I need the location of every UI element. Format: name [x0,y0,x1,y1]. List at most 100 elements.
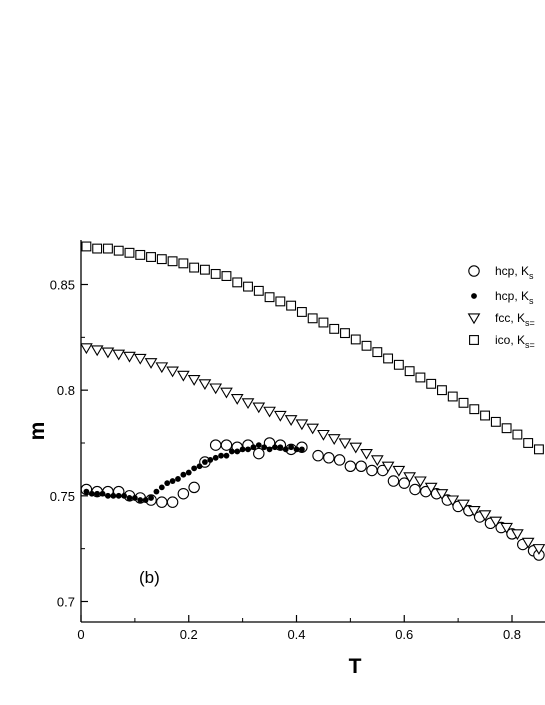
data-point-ico [404,366,415,377]
data-point-ico [286,300,297,311]
data-point-hcp-filled [250,444,257,451]
data-point-fcc [273,410,287,422]
data-point-ico [243,281,253,292]
data-point-fcc [101,347,115,359]
data-point-fcc [90,345,104,357]
data-point-ico [275,296,286,307]
series-filled-circle [83,442,305,503]
data-point-fcc [81,343,93,355]
x-tick-label: 0.8 [503,627,521,642]
data-point-hcp-filled [94,490,101,497]
data-point-ico [437,385,447,396]
data-point-hcp-filled [121,492,127,499]
data-point-ico [124,247,135,258]
data-point-hcp-filled [158,484,165,491]
data-point-hcp-open [398,477,410,489]
data-point-ico [135,249,146,260]
data-point-hcp-filled [105,492,111,499]
data-point-ico [340,328,350,339]
data-point-fcc [521,537,535,549]
data-point-fcc [187,374,201,386]
x-tick-label: 0.6 [395,627,413,642]
y-tick-label: 0.7 [57,595,75,610]
data-point-fcc [489,516,503,528]
data-point-ico [318,317,329,328]
data-point-fcc [241,398,255,410]
data-point-ico [426,378,437,389]
legend-subscript: s [529,271,534,281]
data-point-hcp-filled [261,444,268,451]
data-points [81,241,545,561]
data-point-fcc [500,522,513,534]
data-point-fcc [414,476,427,488]
data-point-hcp-filled [228,448,235,455]
data-point-fcc [327,434,341,445]
legend: hcp, Ks hcp, Ks fcc, Ks= ico, Ks= [467,264,535,350]
data-point-ico [307,313,318,324]
data-point-hcp-open [355,460,367,472]
data-point-hcp-filled [212,454,219,461]
data-point-hcp-filled [126,495,133,501]
data-point-ico [480,410,491,421]
data-point-hcp-open [468,265,480,277]
data-point-fcc [263,406,276,418]
data-point-ico [372,347,383,358]
legend-label: ico, Ks= [495,333,535,350]
data-point-hcp-open [344,460,357,472]
data-point-fcc [349,442,363,454]
data-point-hcp-filled [180,471,187,478]
data-point-ico [81,241,92,252]
data-point-ico [221,271,232,281]
legend-label: hcp, Ks [495,264,534,281]
data-point-hcp-open [366,464,378,477]
data-point-fcc [478,510,492,522]
data-point-hcp-filled [83,488,90,495]
data-point-fcc [133,353,147,365]
data-point-fcc [360,448,373,460]
data-point-ico [469,335,479,345]
axes: 0 0.2 0.4 0.6 0.8 0.7 0.75 0.8 0.85 [50,240,545,642]
data-point-hcp-filled [266,446,273,453]
data-point-hcp-open [156,496,168,508]
data-point-hcp-filled [218,452,224,459]
y-tick-label: 0.8 [57,383,75,398]
data-point-fcc [424,482,438,494]
data-point-ico [512,429,523,440]
data-point-ico [253,285,264,296]
data-point-fcc [511,529,524,541]
data-point-fcc [467,506,481,517]
data-point-fcc [177,370,190,382]
data-point-hcp-filled [282,446,289,453]
legend-label: hcp, Ks [495,289,534,306]
data-point-ico [146,252,156,262]
data-point-ico [329,323,340,334]
data-point-hcp-filled [234,448,241,455]
data-point-hcp-filled [277,444,284,451]
data-point-ico [199,264,210,275]
data-point-fcc [155,362,169,374]
data-point-fcc [198,379,212,391]
y-tick-label: 0.75 [50,489,75,504]
data-point-fcc [306,423,320,435]
data-point-hcp-open [387,475,400,487]
data-point-hcp-filled [115,492,122,499]
data-point-ico [92,243,103,254]
data-point-hcp-open [220,439,233,451]
data-point-hcp-open [166,496,179,508]
data-point-hcp-filled [293,446,300,453]
data-point-fcc [112,349,126,361]
data-point-fcc [317,429,330,441]
data-point-fcc [457,499,470,511]
data-point-fcc [532,544,545,555]
data-point-hcp-filled [164,480,171,487]
data-point-hcp-open [323,452,335,464]
data-point-ico [113,245,124,256]
data-point-fcc [209,383,223,395]
data-point-fcc [295,419,309,431]
data-point-hcp-filled [255,442,262,449]
data-point-fcc [446,495,460,507]
data-point-fcc [144,358,158,369]
data-point-fcc [284,415,298,426]
x-tick-label: 0 [77,627,84,642]
